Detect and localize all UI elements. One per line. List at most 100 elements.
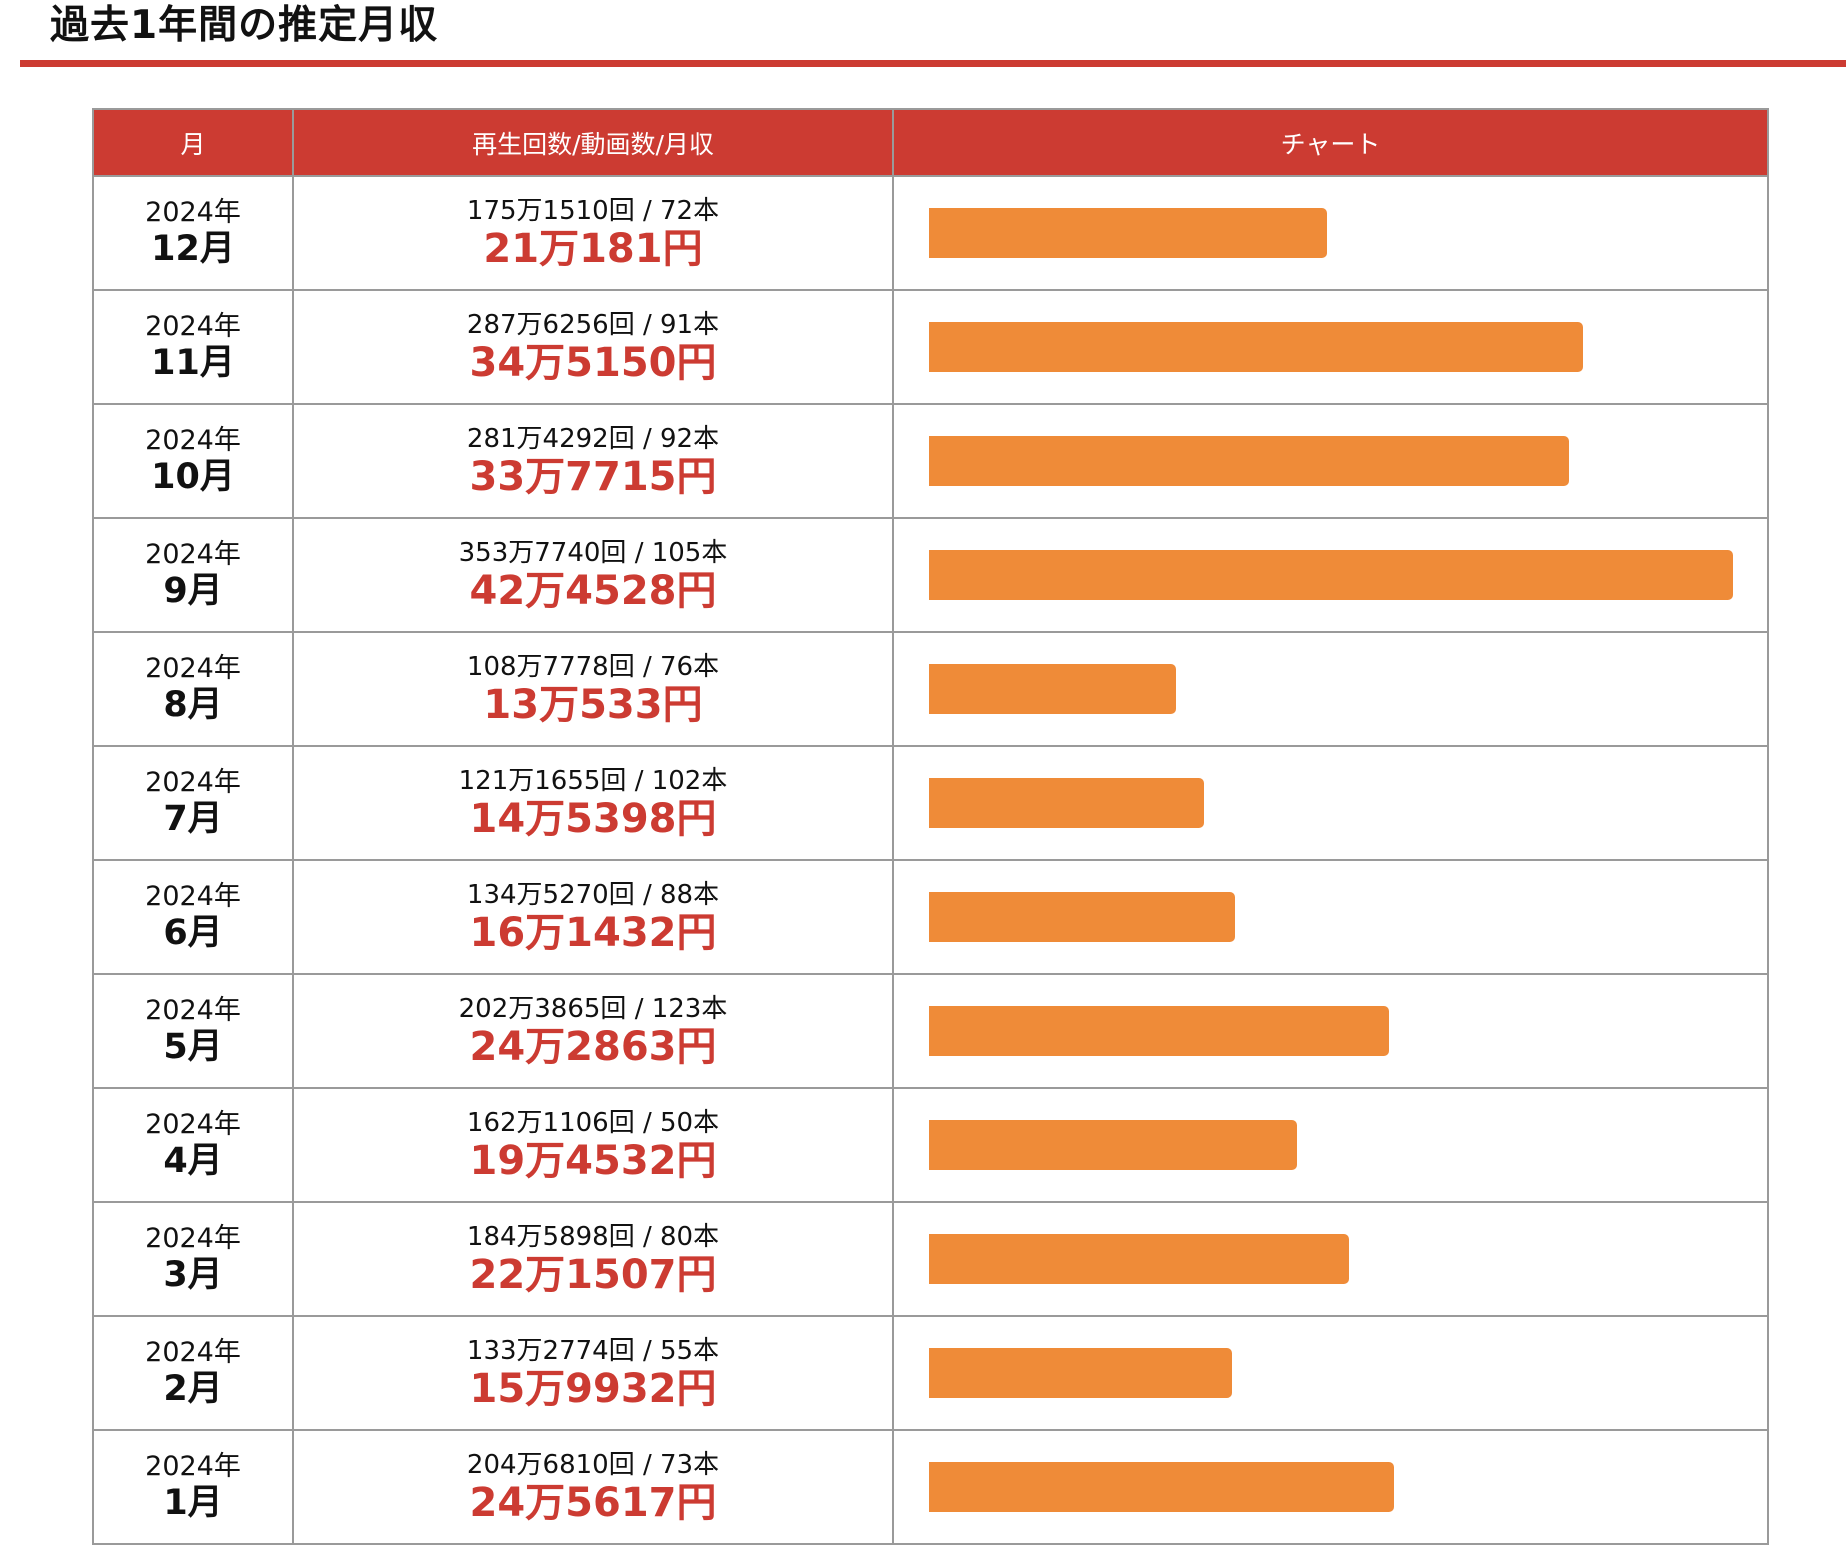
year-label: 2024年 [145,1451,241,1482]
chart-cell [892,859,1769,975]
chart-cell [892,1087,1769,1203]
income-bar [929,322,1583,372]
year-label: 2024年 [145,653,241,684]
income-bar [929,1462,1394,1512]
month-label: 4月 [163,1141,223,1181]
income-bar [929,1348,1232,1398]
stats-cell: 204万6810回 / 73本 24万5617円 [292,1429,894,1545]
month-cell: 2024年 3月 [92,1201,294,1317]
year-label: 2024年 [145,767,241,798]
views-videos-label: 121万1655回 / 102本 [458,766,728,796]
chart-cell [892,973,1769,1089]
income-bar [929,1234,1349,1284]
views-videos-label: 287万6256回 / 91本 [466,310,720,340]
chart-cell [892,745,1769,861]
month-cell: 2024年 1月 [92,1429,294,1545]
table-header-row: 月 再生回数/動画数/月収 チャート [92,108,1769,177]
table-row: 2024年 4月 162万1106回 / 50本 19万4532円 [92,1087,1769,1203]
table-row: 2024年 2月 133万2774回 / 55本 15万9932円 [92,1315,1769,1431]
views-videos-label: 353万7740回 / 105本 [458,538,728,568]
income-label: 24万2863円 [469,1024,717,1070]
header-month: 月 [92,108,294,177]
income-label: 21万181円 [483,226,703,272]
year-label: 2024年 [145,881,241,912]
month-label: 3月 [163,1255,223,1295]
income-bar [929,208,1327,258]
header-stats: 再生回数/動画数/月収 [292,108,894,177]
income-bar [929,550,1733,600]
chart-cell [892,403,1769,519]
income-label: 19万4532円 [469,1138,717,1184]
income-label: 16万1432円 [469,910,717,956]
income-bar [929,778,1204,828]
year-label: 2024年 [145,1337,241,1368]
chart-cell [892,175,1769,291]
chart-cell [892,1429,1769,1545]
month-cell: 2024年 6月 [92,859,294,975]
month-label: 2月 [163,1369,223,1409]
month-label: 7月 [163,799,223,839]
views-videos-label: 162万1106回 / 50本 [466,1108,720,1138]
year-label: 2024年 [145,1109,241,1140]
stats-cell: 353万7740回 / 105本 42万4528円 [292,517,894,633]
year-label: 2024年 [145,197,241,228]
table-row: 2024年 9月 353万7740回 / 105本 42万4528円 [92,517,1769,633]
income-label: 14万5398円 [469,796,717,842]
income-label: 15万9932円 [469,1366,717,1412]
stats-cell: 175万1510回 / 72本 21万181円 [292,175,894,291]
income-bar [929,892,1235,942]
month-cell: 2024年 10月 [92,403,294,519]
income-label: 22万1507円 [469,1252,717,1298]
table-row: 2024年 10月 281万4292回 / 92本 33万7715円 [92,403,1769,519]
views-videos-label: 175万1510回 / 72本 [466,196,720,226]
month-cell: 2024年 2月 [92,1315,294,1431]
year-label: 2024年 [145,995,241,1026]
month-cell: 2024年 8月 [92,631,294,747]
month-label: 10月 [151,457,235,497]
month-label: 9月 [163,571,223,611]
chart-cell [892,631,1769,747]
month-cell: 2024年 7月 [92,745,294,861]
month-cell: 2024年 4月 [92,1087,294,1203]
chart-cell [892,1315,1769,1431]
month-label: 11月 [151,343,235,383]
month-cell: 2024年 5月 [92,973,294,1089]
header-chart: チャート [892,108,1769,177]
income-bar [929,1006,1389,1056]
year-label: 2024年 [145,311,241,342]
income-label: 34万5150円 [469,340,717,386]
year-label: 2024年 [145,425,241,456]
table-row: 2024年 7月 121万1655回 / 102本 14万5398円 [92,745,1769,861]
views-videos-label: 184万5898回 / 80本 [466,1222,720,1252]
table-row: 2024年 6月 134万5270回 / 88本 16万1432円 [92,859,1769,975]
income-label: 24万5617円 [469,1480,717,1526]
table-row: 2024年 5月 202万3865回 / 123本 24万2863円 [92,973,1769,1089]
year-label: 2024年 [145,1223,241,1254]
income-bar [929,664,1176,714]
table-row: 2024年 11月 287万6256回 / 91本 34万5150円 [92,289,1769,405]
chart-cell [892,1201,1769,1317]
stats-cell: 184万5898回 / 80本 22万1507円 [292,1201,894,1317]
views-videos-label: 108万7778回 / 76本 [466,652,720,682]
stats-cell: 108万7778回 / 76本 13万533円 [292,631,894,747]
stats-cell: 133万2774回 / 55本 15万9932円 [292,1315,894,1431]
stats-cell: 134万5270回 / 88本 16万1432円 [292,859,894,975]
views-videos-label: 202万3865回 / 123本 [458,994,728,1024]
title-underline [20,60,1846,67]
stats-cell: 287万6256回 / 91本 34万5150円 [292,289,894,405]
month-label: 8月 [163,685,223,725]
chart-cell [892,517,1769,633]
month-cell: 2024年 12月 [92,175,294,291]
chart-cell [892,289,1769,405]
income-label: 13万533円 [483,682,703,728]
year-label: 2024年 [145,539,241,570]
table-row: 2024年 12月 175万1510回 / 72本 21万181円 [92,175,1769,291]
views-videos-label: 281万4292回 / 92本 [466,424,720,454]
views-videos-label: 134万5270回 / 88本 [466,880,720,910]
views-videos-label: 133万2774回 / 55本 [466,1336,720,1366]
stats-cell: 162万1106回 / 50本 19万4532円 [292,1087,894,1203]
month-cell: 2024年 11月 [92,289,294,405]
income-bar [929,436,1569,486]
stats-cell: 281万4292回 / 92本 33万7715円 [292,403,894,519]
income-label: 33万7715円 [469,454,717,500]
